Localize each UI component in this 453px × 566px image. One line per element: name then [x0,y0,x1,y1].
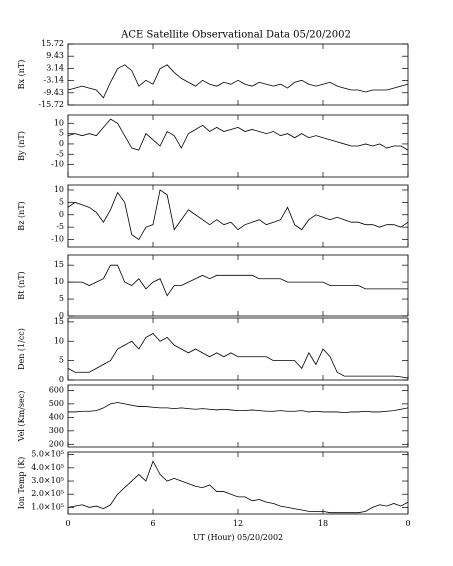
y-tick-label: 5 [59,129,64,138]
y-tick-label: -5 [56,149,64,158]
panel-frame [67,451,409,515]
y-axis-label: Ion Temp (K) [17,457,26,510]
x-tick-label: 0 [65,519,70,528]
y-tick-label: 3.14 [46,63,64,72]
data-line [67,189,409,241]
y-tick-label: 10 [54,118,64,127]
y-tick-label: 3.0×10⁵ [31,476,64,485]
data-line [67,118,409,151]
y-tick-label: 5 [59,294,64,303]
y-tick-label: 1.0×10⁵ [31,502,64,511]
y-axis-label: Vel (Km/sec) [17,391,26,443]
y-tick-label: 500 [49,399,64,408]
y-tick-label: 0 [59,210,64,219]
data-line [68,264,408,297]
y-tick-label: 400 [49,412,64,421]
y-tick-label: 10 [54,277,64,286]
y-axis-label: Bt (nT) [17,271,26,299]
y-tick-label: -3.14 [43,76,64,85]
y-tick-label: 15.72 [41,39,64,48]
y-tick-label: -10 [51,160,64,169]
data-line [67,332,409,379]
panel-frame [67,384,409,448]
y-tick-label: -10 [51,235,64,244]
y-axis-label: Bx (nT) [17,60,26,90]
data-line [67,64,409,99]
x-tick-label: 12 [233,519,243,528]
data-line [68,402,409,414]
y-tick-label: 9.43 [46,51,64,60]
y-tick-label: 300 [49,426,64,435]
y-tick-label: -5 [56,222,64,231]
y-tick-label: 0 [59,139,64,148]
y-axis-label: Den (1/cc) [17,328,26,370]
y-tick-label: 0 [59,311,64,320]
y-tick-label: 10 [54,185,64,194]
y-tick-label: -15.72 [38,100,64,109]
panel-frame [67,317,409,381]
x-tick-label: 6 [150,519,155,528]
y-tick-label: 0 [59,375,64,384]
y-tick-label: 600 [49,385,64,394]
y-axis-label: By (nT) [17,131,26,161]
data-line [67,460,409,514]
x-tick-label: 0 [405,519,410,528]
x-axis-label: UT (Hour) 05/20/2002 [193,533,283,542]
y-tick-label: 2.0×10⁵ [31,489,64,498]
y-tick-label: 5 [59,356,64,365]
chart-title: ACE Satellite Observational Data 05/20/2… [120,30,351,41]
x-tick-label: 18 [318,519,328,528]
panel-frame [67,43,409,106]
y-tick-label: -9.43 [43,88,64,97]
y-tick-label: 5 [59,197,64,206]
y-tick-label: 15 [54,317,64,326]
y-tick-label: 10 [54,336,64,345]
y-tick-label: 15 [54,260,64,269]
y-axis-label: Bz (nT) [17,201,26,230]
y-tick-label: 4.0×10⁵ [31,463,64,472]
y-tick-label: 200 [49,439,64,448]
y-tick-label: 5.0×10⁵ [31,450,64,459]
